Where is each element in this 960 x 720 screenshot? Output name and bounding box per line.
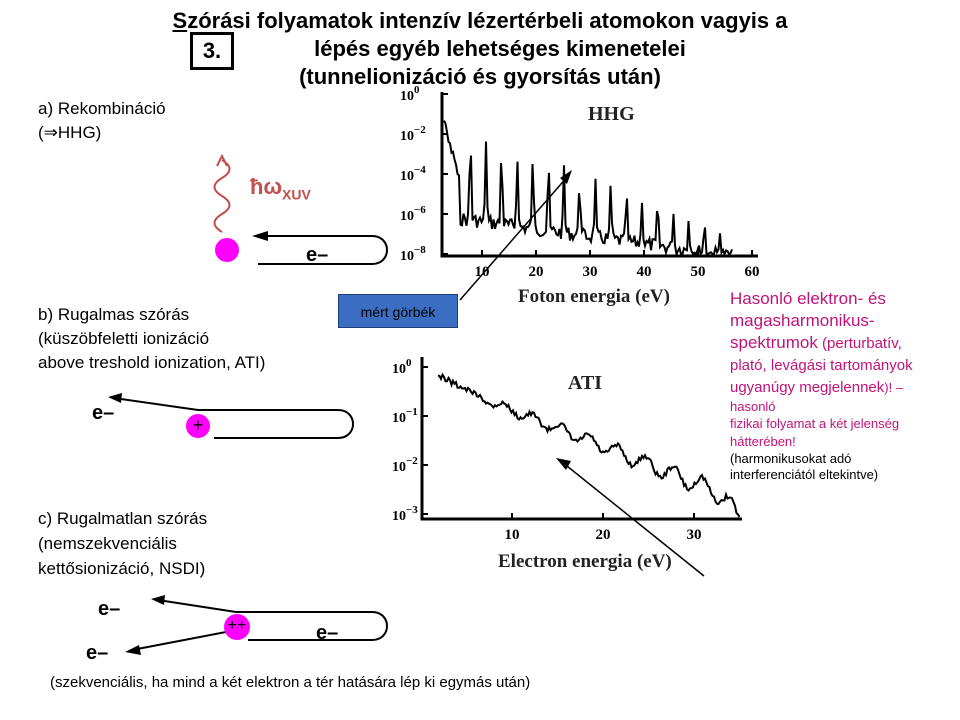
right-note-line-10: interferenciától eltekintve) <box>730 467 879 482</box>
measured-curves-callout: mért görbék <box>338 294 458 328</box>
hhg-plot: 10 20 30 40 50 60 100 10−2 10−4 10−6 10−8 HHG Foto… <box>400 84 760 307</box>
section-b-title: b) Rugalmas szórás <box>38 305 190 324</box>
hhg-plot-name: HHG <box>588 103 635 125</box>
hhg-x-tick-label: 50 <box>691 264 706 280</box>
photon-label-main: ħω <box>250 174 283 199</box>
ion-label-c: ++ <box>227 617 247 634</box>
hhg-y-tick-label: 100 <box>400 84 420 104</box>
electron-label-c-bottom: e– <box>86 642 109 664</box>
electron-trajectory-b-arrowhead <box>108 393 122 403</box>
ati-y-tick-label: 10−1 <box>392 406 418 426</box>
right-note-line-5-tail: )! – <box>884 380 904 395</box>
hhg-x-tick-label: 10 <box>475 264 490 280</box>
photon-wave <box>213 159 231 233</box>
ati-y-tick-label: 10−2 <box>392 455 418 475</box>
photon-label-sub: XUV <box>282 186 311 203</box>
electron-label-a: e– <box>306 244 329 266</box>
ati-x-tick-label: 20 <box>596 527 611 543</box>
title-line-1: Szórási folyamatok intenzív lézertérbeli… <box>0 8 960 34</box>
ion-dot-c: ++ <box>224 614 250 640</box>
hhg-y-tick-label: 10−2 <box>400 124 426 144</box>
hhg-x-tick-label: 20 <box>529 264 544 280</box>
hhg-axes: 10 20 30 40 50 60 100 10−2 10−4 10−6 10−8 <box>400 84 760 280</box>
ati-x-tick-label: 10 <box>505 527 520 543</box>
electron-label-c-right: e– <box>316 622 339 644</box>
title-line-3: (tunnelionizáció és gyorsítás után) <box>299 64 661 89</box>
right-note-line-5-main: ugyanúgy megjelennek <box>730 379 885 396</box>
ati-y-tick-label: 100 <box>392 357 412 377</box>
right-note: Hasonló elektron- és magasharmonikus- sp… <box>730 288 958 483</box>
hhg-y-tick-label: 10−8 <box>400 244 426 264</box>
section-a-subtitle: (⇒HHG) <box>38 123 102 142</box>
right-note-line-3-main: spektrumok <box>730 333 818 352</box>
right-note-line-5: ugyanúgy megjelennek)! – <box>730 377 958 399</box>
section-c-footnote: (szekvenciális, ha mind a két elektron a… <box>50 674 531 691</box>
hhg-x-tick-label: 60 <box>745 264 760 280</box>
ati-plot-name: ATI <box>568 372 602 394</box>
right-note-line-9: (harmonikusokat adó <box>730 451 852 466</box>
hhg-y-tick-label: 10−6 <box>400 204 426 224</box>
title-line-1-rest: zórási folyamatok intenzív lézertérbeli … <box>187 8 788 33</box>
electron-trajectory-c-bottom-arrowhead <box>125 645 141 655</box>
hhg-spectrum-curve <box>443 120 733 258</box>
title-first-letter: S <box>172 8 188 33</box>
hhg-xlabel: Foton energia (eV) <box>518 286 670 307</box>
title-line-2: lépés egyéb lehetséges kimenetelei <box>314 36 686 61</box>
right-note-line-3: spektrumok (perturbatív, <box>730 332 958 355</box>
right-note-line-1: Hasonló elektron- és <box>730 289 886 308</box>
atom-dot-a <box>215 238 239 262</box>
section-c-subtitle-1: (nemszekvenciális <box>38 534 177 553</box>
right-note-line-3-small: (perturbatív, <box>817 335 902 352</box>
right-note-line-7: fizikai folyamat a két jelenség <box>730 416 900 431</box>
section-a-title: a) Rekombináció <box>38 99 166 118</box>
section-b-subtitle-2: above treshold ionization, ATI) <box>38 353 266 372</box>
ion-dot-b: + <box>186 414 210 438</box>
right-note-line-6: hasonló <box>730 399 776 414</box>
electron-trajectory-c-top <box>157 599 237 613</box>
hhg-x-tick-label: 40 <box>637 264 652 280</box>
ati-y-tick-label: 10−3 <box>392 504 418 524</box>
electron-loop-b <box>198 409 354 439</box>
section-c-title: c) Rugalmatlan szórás <box>38 509 208 528</box>
hhg-y-tick-label: 10−4 <box>400 164 426 184</box>
ati-xlabel: Electron energia (eV) <box>498 551 672 572</box>
right-note-line-4: plató, levágási tartományok <box>730 357 913 374</box>
step-number-box: 3. <box>190 32 234 70</box>
electron-trajectory-c-top-arrowhead <box>151 595 165 605</box>
ati-axis-lines <box>420 357 742 521</box>
electron-loop-c <box>236 611 388 641</box>
section-c-subtitle-2: kettősionizáció, NSDI) <box>38 559 206 578</box>
hhg-x-tick-label: 30 <box>583 264 598 280</box>
photon-label: ħωXUV <box>250 174 311 202</box>
electron-trajectory-b <box>113 397 199 411</box>
electron-label-b: e– <box>92 402 115 424</box>
section-b-subtitle-1: (küszöbfeletti ionizáció <box>38 329 210 348</box>
photon-arrowhead <box>216 153 228 167</box>
pointer-arrow-ati-head <box>556 458 571 470</box>
ati-spectrum-curve <box>437 372 741 518</box>
ati-axes: 10 20 30 100 10−1 10−2 10−3 <box>392 357 742 543</box>
electron-trajectory-c-bottom <box>131 631 227 651</box>
electron-label-c-top: e– <box>98 598 121 620</box>
ati-plot: 10 20 30 100 10−1 10−2 10−3 ATI Electron energ… <box>392 357 742 572</box>
ion-label-b: + <box>192 415 204 435</box>
electron-loop-a <box>258 235 388 265</box>
electron-loop-a-arrowhead <box>252 231 268 241</box>
hhg-axis-lines <box>440 92 758 258</box>
right-note-line-8: hátterében! <box>730 434 796 449</box>
ati-x-tick-label: 30 <box>687 527 702 543</box>
right-note-line-2: magasharmonikus- <box>730 311 875 330</box>
